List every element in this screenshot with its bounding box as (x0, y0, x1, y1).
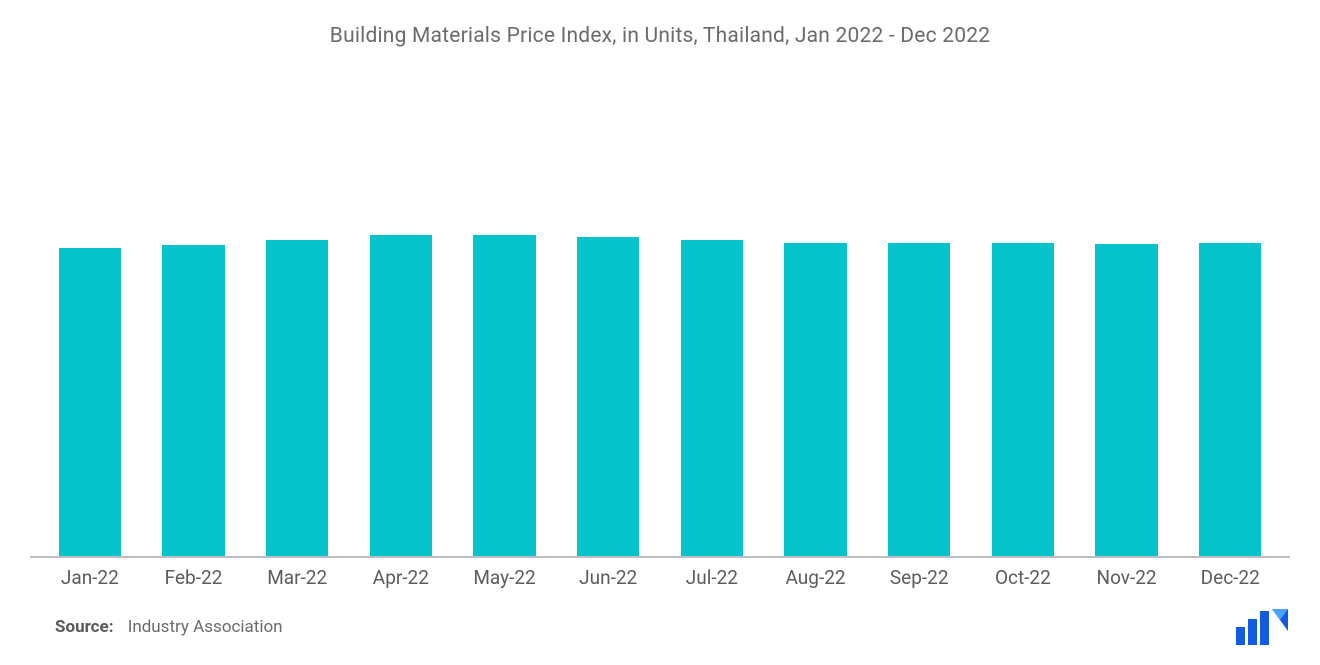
x-axis-label: Jun-22 (556, 566, 660, 589)
bar (888, 243, 950, 556)
bar-slot (1178, 78, 1282, 556)
bar-slot (142, 78, 246, 556)
bar (370, 235, 432, 556)
brand-logo-icon (1234, 607, 1290, 647)
bar (162, 245, 224, 556)
plot-area (30, 78, 1290, 558)
chart-container: Building Materials Price Index, in Units… (0, 0, 1320, 665)
x-axis-label: Jan-22 (38, 566, 142, 589)
bar-slot (971, 78, 1075, 556)
source-footer: Source: Industry Association (55, 617, 283, 637)
bar (59, 248, 121, 556)
x-axis-label: Aug-22 (764, 566, 868, 589)
x-axis-label: Mar-22 (245, 566, 349, 589)
source-value: Industry Association (128, 617, 283, 637)
x-axis-label: Oct-22 (971, 566, 1075, 589)
x-axis-label: May-22 (453, 566, 557, 589)
bar-slot (38, 78, 142, 556)
bar-slot (453, 78, 557, 556)
x-axis-labels: Jan-22Feb-22Mar-22Apr-22May-22Jun-22Jul-… (30, 558, 1290, 589)
bar (1095, 244, 1157, 556)
x-axis-label: Dec-22 (1178, 566, 1282, 589)
bar (681, 240, 743, 556)
x-axis-label: Apr-22 (349, 566, 453, 589)
bar (473, 235, 535, 556)
bar-slot (1075, 78, 1179, 556)
bar-slot (867, 78, 971, 556)
bar-slot (349, 78, 453, 556)
bar-slot (764, 78, 868, 556)
bar (577, 237, 639, 556)
source-label: Source: (55, 617, 113, 637)
bar-slot (660, 78, 764, 556)
bar (266, 240, 328, 556)
bar (992, 243, 1054, 556)
bar-slot (245, 78, 349, 556)
x-axis-label: Nov-22 (1075, 566, 1179, 589)
x-axis-label: Sep-22 (867, 566, 971, 589)
x-axis-label: Jul-22 (660, 566, 764, 589)
bar-slot (556, 78, 660, 556)
bar-group (30, 78, 1290, 556)
chart-title: Building Materials Price Index, in Units… (30, 24, 1290, 48)
x-axis-label: Feb-22 (142, 566, 246, 589)
bar (1199, 243, 1261, 556)
bar (784, 243, 846, 556)
